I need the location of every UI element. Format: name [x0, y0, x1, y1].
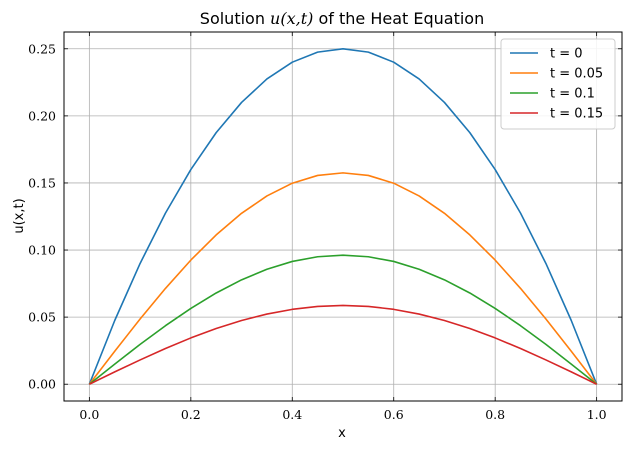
- y-axis-label: u(x,t): [12, 198, 27, 233]
- y-tick-label: 0.10: [28, 243, 56, 258]
- axis-ticks: [64, 32, 622, 401]
- legend-entry-3: t = 0.15: [550, 107, 603, 122]
- legend: t = 0 t = 0.05 t = 0.1 t = 0.15: [500, 38, 616, 130]
- x-tick-label: 0.8: [485, 407, 505, 422]
- y-tick-label: 0.00: [28, 377, 56, 392]
- series-line-3: [89, 304, 597, 385]
- x-tick-label: 1.0: [587, 407, 607, 422]
- x-axis-label: x: [338, 426, 346, 441]
- tick-labels: 0.0 0.2 0.4 0.6 0.8 1.0 0.00 0.05 0.10 0.15 0.20 0.…: [28, 41, 606, 422]
- x-tick-label: 0.4: [282, 407, 302, 422]
- series-line-2: [88, 254, 598, 385]
- legend-entry-1: t = 0.05: [550, 67, 603, 82]
- x-tick-label: 0.0: [79, 407, 99, 422]
- y-tick-label: 0.20: [28, 108, 56, 123]
- series-line-0: [88, 47, 598, 385]
- legend-box: [500, 38, 616, 130]
- series-line-1: [88, 172, 598, 385]
- x-tick-label: 0.2: [181, 407, 201, 422]
- plot-frame: [63, 31, 623, 402]
- series-lines: [88, 47, 598, 385]
- x-tick-label: 0.6: [384, 407, 404, 422]
- y-tick-label: 0.25: [28, 41, 56, 56]
- legend-entry-2: t = 0.1: [550, 87, 595, 102]
- chart-title: Solution u(x,t) of the Heat Equation: [200, 9, 484, 28]
- y-tick-label: 0.05: [28, 310, 56, 325]
- legend-entry-0: t = 0: [550, 47, 583, 62]
- y-tick-label: 0.15: [28, 175, 56, 190]
